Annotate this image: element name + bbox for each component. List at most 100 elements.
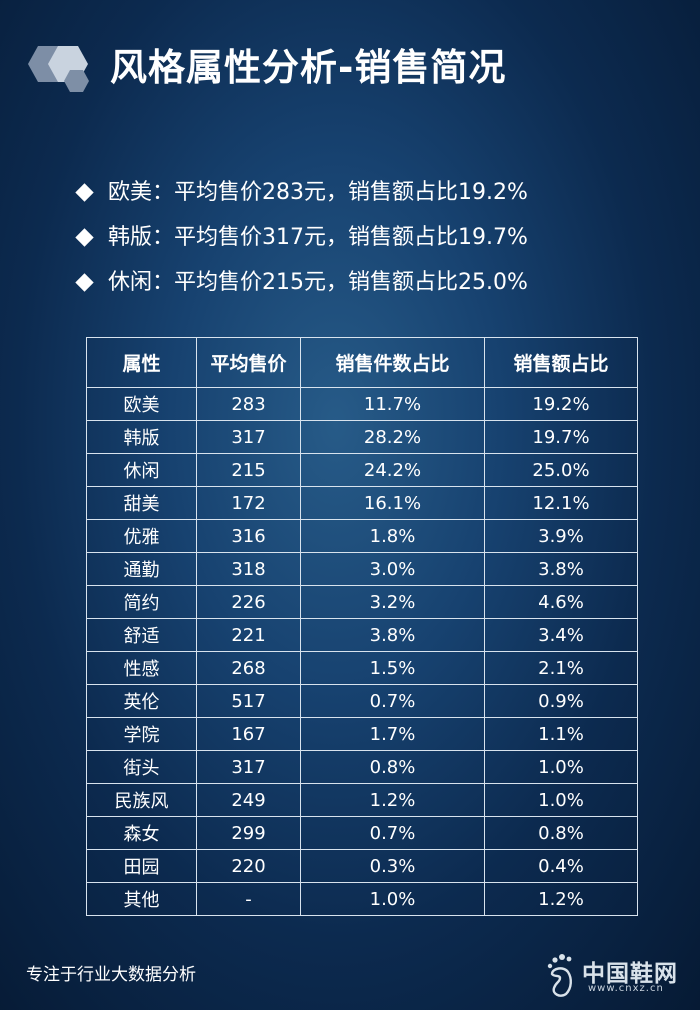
cell-avg-price: 317 — [196, 420, 301, 454]
cell-avg-price: 220 — [196, 849, 301, 883]
table-row: 森女 299 0.7% 0.8% — [86, 816, 638, 850]
cell-sales-amount-share: 3.4% — [484, 618, 638, 652]
cell-sales-amount-share: 1.0% — [484, 783, 638, 817]
summary-bullet: 欧美：平均售价283元，销售额占比19.2% — [75, 170, 678, 215]
cell-avg-price: 299 — [196, 816, 301, 850]
summary-bullet-text: 休闲：平均售价215元，销售额占比25.0% — [108, 270, 528, 295]
cell-attribute: 民族风 — [86, 783, 197, 817]
cell-avg-price: - — [196, 882, 301, 916]
table-row: 性感 268 1.5% 2.1% — [86, 651, 638, 685]
table-row: 通勤 318 3.0% 3.8% — [86, 552, 638, 586]
cell-sales-volume-share: 1.0% — [300, 882, 485, 916]
page-title: 风格属性分析-销售简况 — [110, 46, 507, 89]
cell-sales-volume-share: 3.2% — [300, 585, 485, 619]
cell-avg-price: 268 — [196, 651, 301, 685]
cell-sales-amount-share: 1.0% — [484, 750, 638, 784]
cell-attribute: 优雅 — [86, 519, 197, 553]
cell-sales-volume-share: 28.2% — [300, 420, 485, 454]
table-row: 民族风 249 1.2% 1.0% — [86, 783, 638, 817]
diamond-bullet-icon — [75, 273, 94, 292]
cell-sales-volume-share: 3.8% — [300, 618, 485, 652]
cell-avg-price: 172 — [196, 486, 301, 520]
cell-sales-amount-share: 4.6% — [484, 585, 638, 619]
cell-avg-price: 221 — [196, 618, 301, 652]
table-body: 欧美 283 11.7% 19.2% 韩版 317 28.2% 19.7% 休闲 215 24.2%… — [86, 387, 638, 916]
header-attribute: 属性 — [86, 337, 197, 388]
diamond-bullet-icon — [75, 183, 94, 202]
summary-bullet-text: 欧美：平均售价283元，销售额占比19.2% — [108, 180, 528, 205]
table-row: 英伦 517 0.7% 0.9% — [86, 684, 638, 718]
table-row: 街头 317 0.8% 1.0% — [86, 750, 638, 784]
hexagon-logo-icon — [28, 46, 89, 92]
cell-sales-volume-share: 24.2% — [300, 453, 485, 487]
cell-avg-price: 316 — [196, 519, 301, 553]
cell-attribute: 其他 — [86, 882, 197, 916]
table-header-row: 属性 平均售价 销售件数占比 销售额占比 — [86, 337, 638, 388]
cell-avg-price: 226 — [196, 585, 301, 619]
cell-attribute: 舒适 — [86, 618, 197, 652]
table-row: 欧美 283 11.7% 19.2% — [86, 387, 638, 421]
cell-sales-volume-share: 1.2% — [300, 783, 485, 817]
cell-sales-amount-share: 25.0% — [484, 453, 638, 487]
cell-sales-volume-share: 3.0% — [300, 552, 485, 586]
diamond-bullet-icon — [75, 228, 94, 247]
cell-sales-volume-share: 1.8% — [300, 519, 485, 553]
cell-sales-volume-share: 1.7% — [300, 717, 485, 751]
table-row: 学院 167 1.7% 1.1% — [86, 717, 638, 751]
cell-attribute: 街头 — [86, 750, 197, 784]
cell-attribute: 性感 — [86, 651, 197, 685]
cell-attribute: 休闲 — [86, 453, 197, 487]
cell-attribute: 简约 — [86, 585, 197, 619]
cell-sales-amount-share: 19.7% — [484, 420, 638, 454]
table-row: 休闲 215 24.2% 25.0% — [86, 453, 638, 487]
header-sales-volume-share: 销售件数占比 — [300, 337, 485, 388]
cell-avg-price: 249 — [196, 783, 301, 817]
cell-attribute: 学院 — [86, 717, 197, 751]
summary-bullet: 韩版：平均售价317元，销售额占比19.7% — [75, 215, 678, 260]
table-row: 舒适 221 3.8% 3.4% — [86, 618, 638, 652]
cell-sales-volume-share: 0.8% — [300, 750, 485, 784]
cell-sales-volume-share: 11.7% — [300, 387, 485, 421]
summary-bullets: 欧美：平均售价283元，销售额占比19.2% 韩版：平均售价317元，销售额占比… — [75, 170, 678, 305]
cell-attribute: 甜美 — [86, 486, 197, 520]
cell-sales-volume-share: 16.1% — [300, 486, 485, 520]
cell-avg-price: 283 — [196, 387, 301, 421]
cell-sales-amount-share: 1.2% — [484, 882, 638, 916]
table-row: 优雅 316 1.8% 3.9% — [86, 519, 638, 553]
summary-bullet-text: 韩版：平均售价317元，销售额占比19.7% — [108, 225, 528, 250]
cell-sales-amount-share: 0.8% — [484, 816, 638, 850]
cell-sales-amount-share: 0.4% — [484, 849, 638, 883]
style-sales-table: 属性 平均售价 销售件数占比 销售额占比 欧美 283 11.7% 19.2% 韩版 31… — [86, 337, 638, 916]
cell-sales-volume-share: 0.7% — [300, 816, 485, 850]
cell-attribute: 韩版 — [86, 420, 197, 454]
cell-sales-amount-share: 3.9% — [484, 519, 638, 553]
cell-attribute: 英伦 — [86, 684, 197, 718]
cell-sales-amount-share: 19.2% — [484, 387, 638, 421]
cell-attribute: 田园 — [86, 849, 197, 883]
cell-sales-volume-share: 0.7% — [300, 684, 485, 718]
table-row: 甜美 172 16.1% 12.1% — [86, 486, 638, 520]
cell-attribute: 欧美 — [86, 387, 197, 421]
cell-sales-volume-share: 0.3% — [300, 849, 485, 883]
cell-sales-amount-share: 0.9% — [484, 684, 638, 718]
table-row: 简约 226 3.2% 4.6% — [86, 585, 638, 619]
cell-avg-price: 317 — [196, 750, 301, 784]
cell-avg-price: 215 — [196, 453, 301, 487]
brand-name: 中国鞋网 — [582, 961, 678, 987]
header-sales-amount-share: 销售额占比 — [484, 337, 638, 388]
cell-avg-price: 318 — [196, 552, 301, 586]
cell-attribute: 通勤 — [86, 552, 197, 586]
brand-watermark: 中国鞋网 www.cnxz.cn — [542, 950, 692, 1002]
summary-bullet: 休闲：平均售价215元，销售额占比25.0% — [75, 260, 678, 305]
cell-sales-amount-share: 1.1% — [484, 717, 638, 751]
cell-sales-volume-share: 1.5% — [300, 651, 485, 685]
table-row: 田园 220 0.3% 0.4% — [86, 849, 638, 883]
cell-sales-amount-share: 2.1% — [484, 651, 638, 685]
cell-attribute: 森女 — [86, 816, 197, 850]
table-row: 其他 -1.0% 1.2% — [86, 882, 638, 916]
shoe-logo-icon — [547, 954, 572, 997]
table-row: 韩版 317 28.2% 19.7% — [86, 420, 638, 454]
cell-avg-price: 167 — [196, 717, 301, 751]
footer-tagline: 专注于行业大数据分析 — [26, 965, 196, 985]
cell-sales-amount-share: 3.8% — [484, 552, 638, 586]
